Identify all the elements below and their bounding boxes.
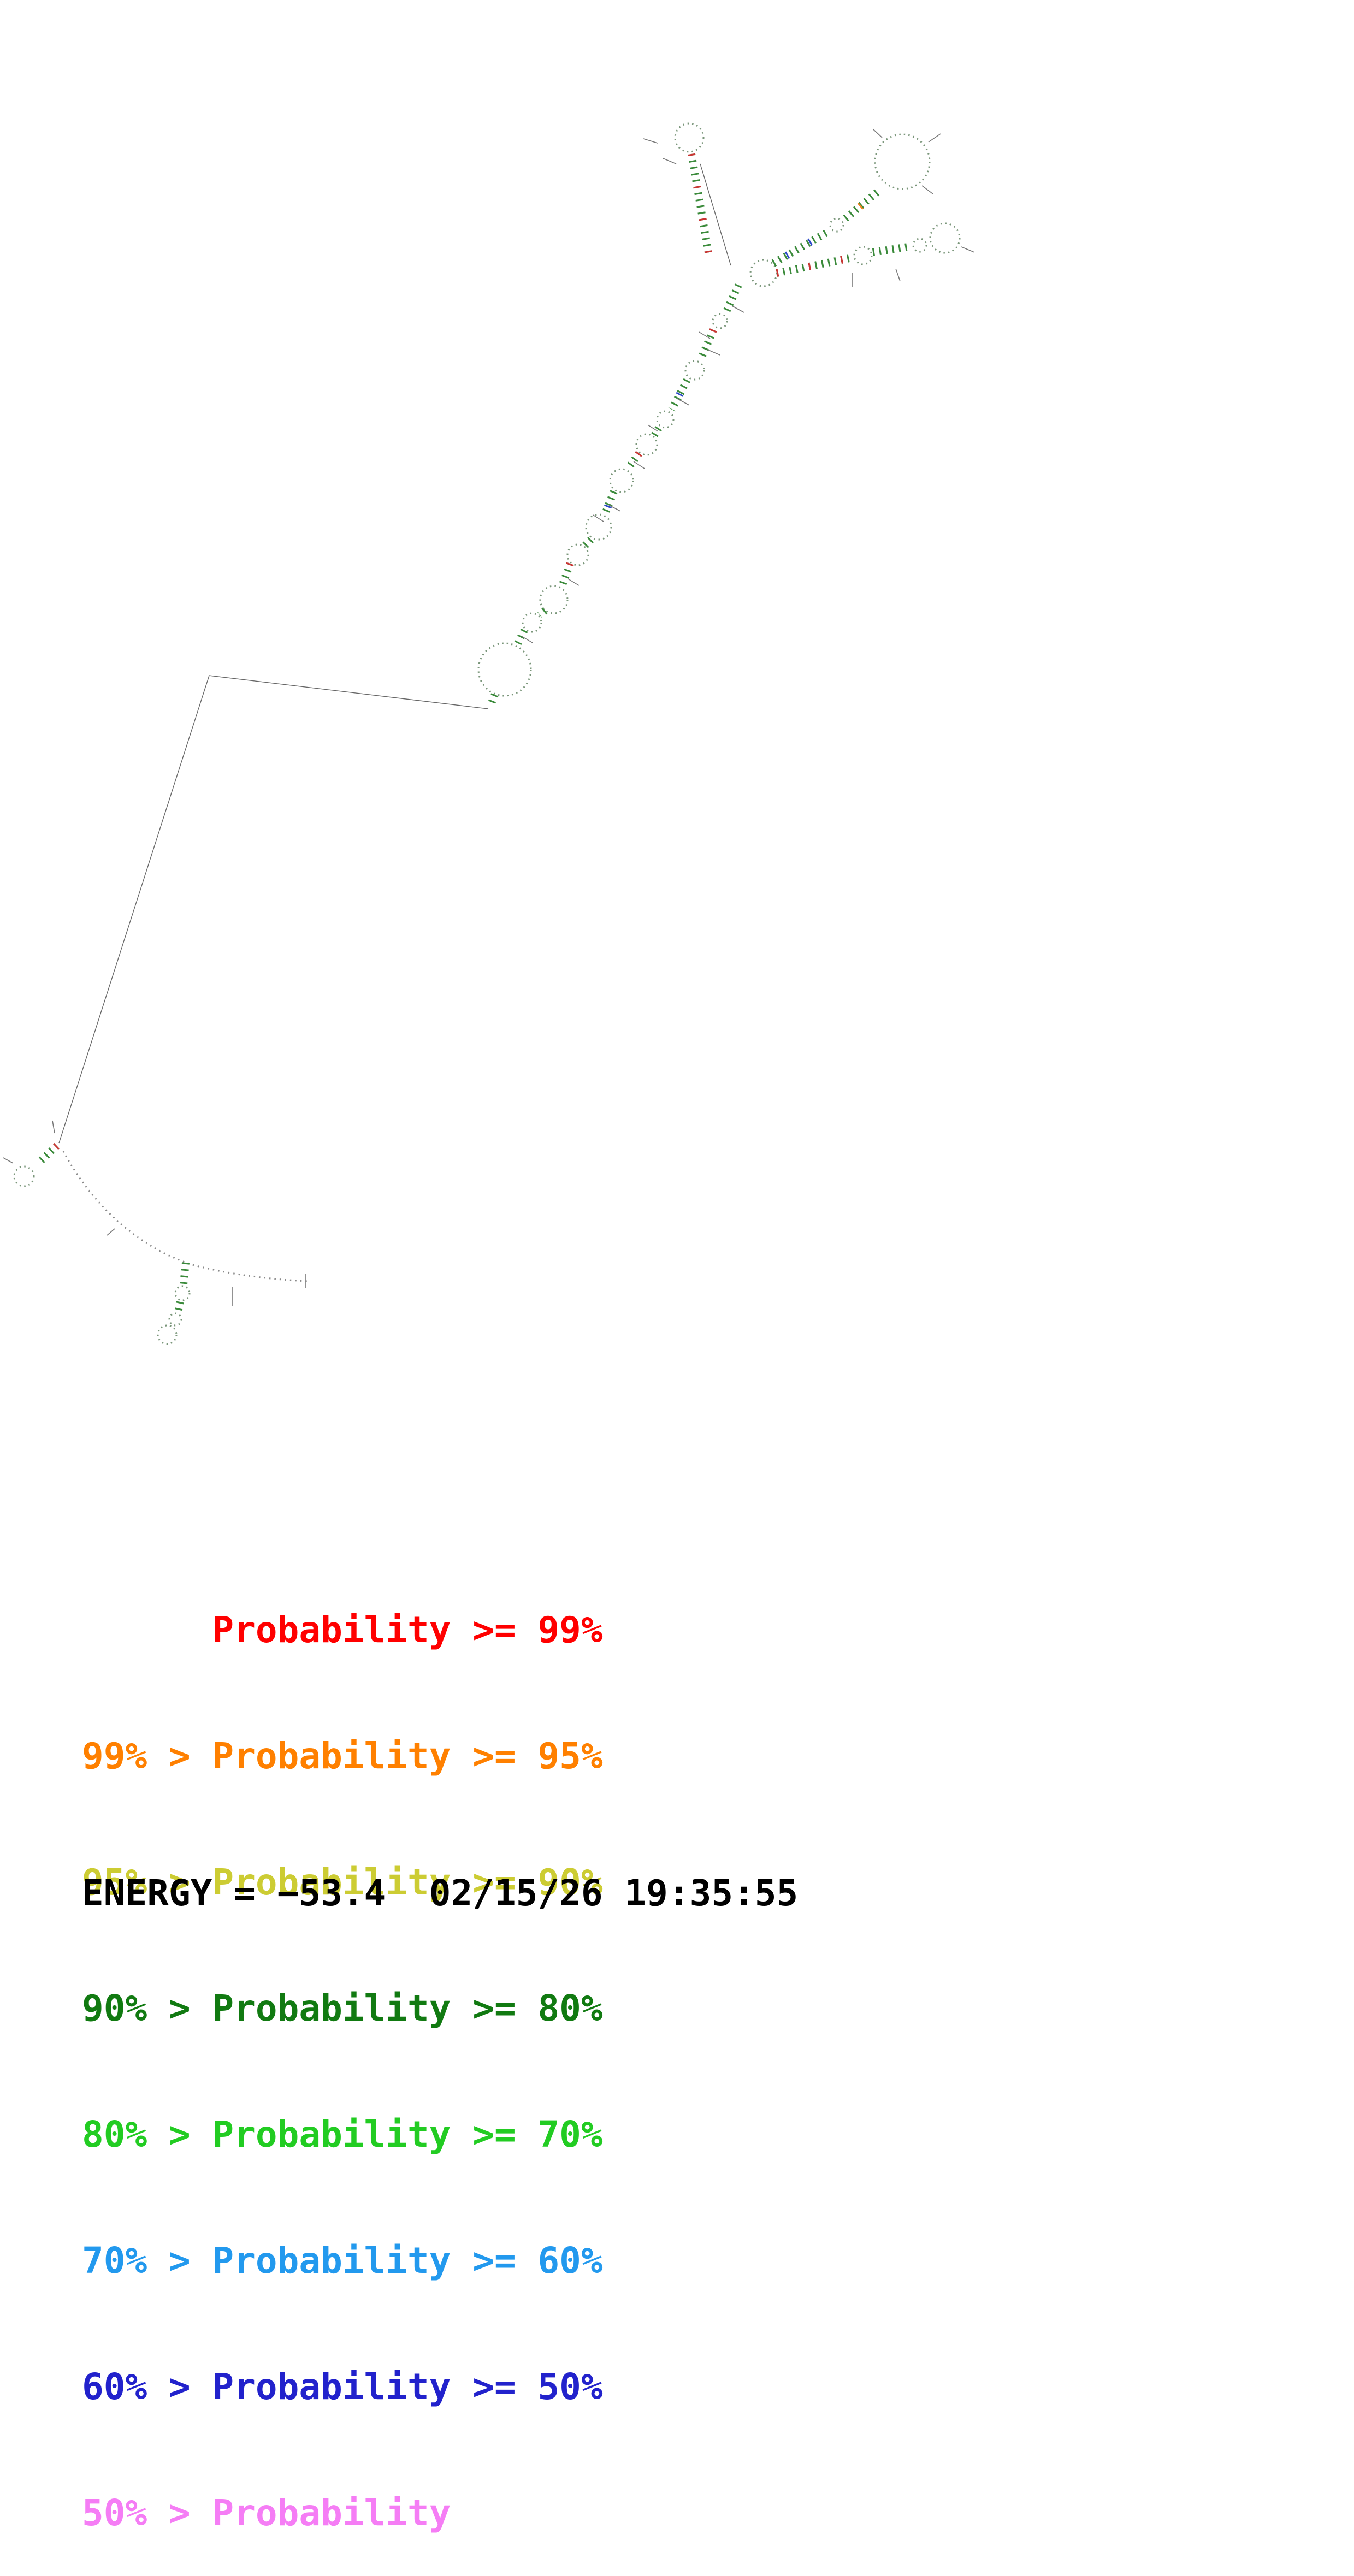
- helix-segment: [537, 607, 548, 618]
- legend-row: 80% > Probability >= 70%: [82, 2113, 603, 2155]
- tick: [731, 305, 744, 313]
- interior-loop: [539, 585, 569, 614]
- helix-segment: [180, 1262, 190, 1285]
- terminal-loop: [929, 222, 961, 254]
- interior-loop: [656, 410, 675, 429]
- helix-segment: [668, 378, 691, 412]
- sequence-end-tick: [643, 138, 658, 144]
- connector-line: [700, 163, 731, 266]
- legend-row: Probability >= 99%: [82, 1609, 603, 1651]
- interior-loop: [522, 612, 542, 633]
- legend-row: 90% > Probability >= 80%: [82, 1987, 603, 2029]
- helix-segment: [559, 562, 574, 586]
- tick: [633, 461, 645, 469]
- tick: [677, 398, 690, 406]
- tick: [52, 1120, 55, 1134]
- helix-segment: [36, 1142, 60, 1166]
- bulge-loop: [168, 1312, 182, 1327]
- helix-segment: [650, 426, 662, 439]
- bulge-loop: [829, 217, 844, 233]
- probability-legend: Probability >= 99% 99% > Probability >= …: [82, 1525, 603, 2576]
- single-strand: [62, 1151, 308, 1282]
- long-connector-line: [58, 675, 489, 1144]
- legend-row: 99% > Probability >= 95%: [82, 1735, 603, 1777]
- tick: [107, 1228, 115, 1236]
- page: { "legend": { "rows": [ { "text": " Prob…: [3, 122, 975, 2534]
- helix-segment: [723, 283, 742, 313]
- legend-row: 70% > Probability >= 60%: [82, 2240, 603, 2282]
- bulge-loop: [174, 1285, 191, 1301]
- tick: [872, 128, 883, 138]
- tick: [699, 331, 711, 339]
- hairpin-loop: [13, 1165, 35, 1187]
- junction-loop: [749, 259, 778, 287]
- large-interior-loop: [477, 642, 532, 697]
- interior-loop: [635, 433, 658, 456]
- interior-loop: [712, 313, 728, 329]
- tick: [593, 514, 604, 522]
- tick: [608, 505, 621, 512]
- bulge-loop: [853, 246, 873, 265]
- legend-row: 95% > Probability >= 90%: [82, 1861, 603, 1903]
- helix-segment: [601, 490, 618, 515]
- hairpin-top: [643, 122, 731, 266]
- helix-segment: [36, 1142, 60, 1166]
- helix-segment: [688, 153, 713, 257]
- tick: [567, 578, 580, 586]
- main-stem: [477, 283, 744, 707]
- helix-segment: [843, 189, 880, 222]
- interior-loop: [609, 468, 634, 493]
- tick: [707, 349, 720, 356]
- tick: [961, 246, 975, 253]
- rna-structure-figure: [3, 122, 975, 1345]
- helix-segment: [487, 693, 499, 707]
- interior-loop: [566, 543, 589, 566]
- helix-segment: [582, 537, 594, 549]
- interior-loop: [585, 513, 612, 541]
- helix-segment: [872, 243, 909, 256]
- tick: [921, 185, 933, 194]
- helix-segment: [514, 628, 528, 646]
- hairpin-loop: [674, 122, 705, 153]
- branch-right: [776, 222, 975, 287]
- tick: [3, 1157, 14, 1164]
- helix-segment: [625, 451, 642, 471]
- bottom-left-domain: [3, 1120, 308, 1345]
- tick: [663, 158, 677, 164]
- legend-row: 50% > Probability: [82, 2492, 451, 2534]
- helix-segment: [174, 1301, 184, 1313]
- terminal-big-loop: [874, 133, 931, 190]
- tick: [647, 424, 659, 432]
- tick: [928, 133, 941, 143]
- bulge-loop: [912, 238, 927, 253]
- hairpin-loop: [157, 1324, 178, 1345]
- energy-annotation: ENERGY = −53.4 02/15/26 19:35:55: [82, 1872, 799, 1914]
- helix-segment: [688, 153, 713, 257]
- helix-segment: [559, 562, 574, 586]
- helix-segment: [776, 254, 853, 277]
- helix-segment: [771, 228, 830, 267]
- tick: [521, 636, 533, 643]
- legend-row: 60% > Probability >= 50%: [82, 2366, 603, 2408]
- helix-segment: [776, 254, 853, 277]
- interior-loop: [684, 360, 705, 381]
- helix-segment: [668, 378, 691, 412]
- branch-upper-right: [771, 128, 941, 267]
- tick: [895, 268, 901, 282]
